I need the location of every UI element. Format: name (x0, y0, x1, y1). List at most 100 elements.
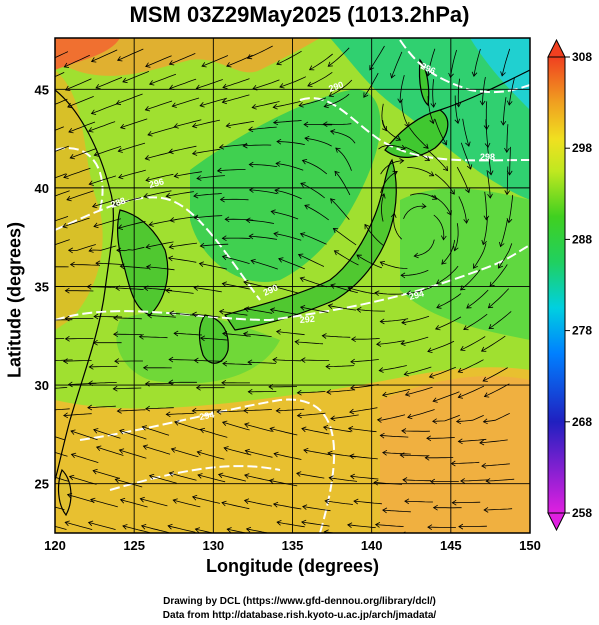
streamline-arrow (485, 478, 491, 484)
streamline-arrow (221, 254, 228, 261)
streamline (201, 55, 229, 67)
streamline (509, 146, 511, 175)
streamline (458, 385, 485, 398)
streamline (243, 409, 272, 412)
streamline (351, 338, 380, 340)
streamline-arrow (143, 193, 149, 199)
streamline-arrow (350, 384, 356, 391)
streamline-arrow (168, 60, 175, 66)
streamline-arrow (70, 429, 76, 435)
x-axis-label: Longitude (degrees) (205, 556, 379, 576)
streamline (429, 366, 456, 378)
streamline (329, 477, 358, 482)
streamline (63, 413, 92, 416)
streamline (335, 147, 352, 171)
streamline-arrow (64, 287, 70, 294)
streamline (55, 526, 67, 530)
streamline-arrow (140, 524, 147, 530)
streamline (196, 175, 225, 179)
streamline (378, 144, 406, 150)
streamline (463, 313, 488, 330)
streamline-arrow (301, 519, 307, 526)
streamline (68, 121, 96, 133)
x-tick-label: 145 (440, 538, 462, 553)
streamline (274, 453, 302, 460)
streamline (297, 391, 326, 394)
streamline-arrow (68, 128, 74, 134)
streamline-arrow (395, 135, 402, 141)
streamline-arrow (168, 310, 175, 317)
streamline-arrow (221, 281, 227, 287)
streamline-arrow (145, 243, 151, 250)
streamline-arrow (390, 212, 397, 218)
streamline (174, 171, 202, 177)
streamline (501, 48, 511, 76)
streamline-arrow (301, 159, 308, 165)
streamline-arrow (113, 315, 119, 321)
streamline (70, 430, 98, 441)
streamline (149, 73, 177, 85)
streamline (122, 71, 150, 83)
streamline (506, 124, 509, 153)
streamline-arrow (421, 203, 427, 209)
streamline (142, 426, 170, 436)
streamline-arrow (376, 417, 382, 423)
streamline-arrow (424, 156, 431, 162)
streamline-arrow (401, 428, 407, 434)
streamline-arrow (38, 134, 43, 139)
streamline-arrow (145, 176, 151, 183)
streamline (55, 126, 64, 131)
streamline-arrow (487, 303, 494, 309)
streamline-arrow (347, 522, 353, 529)
streamline (94, 146, 122, 156)
streamline-arrow (472, 263, 478, 269)
streamline (118, 221, 146, 229)
streamline-arrow (303, 447, 309, 454)
streamline-arrow (328, 475, 334, 482)
streamline (194, 360, 223, 362)
x-tick-label: 150 (519, 538, 541, 553)
streamline (330, 130, 356, 144)
streamline-arrow (374, 290, 380, 297)
streamline-arrow (323, 102, 329, 109)
streamline-arrow (299, 232, 306, 238)
streamline (139, 336, 168, 339)
streamline-arrow (248, 161, 254, 168)
streamline-arrow (483, 392, 490, 398)
streamline-arrow (334, 170, 340, 177)
streamline-arrow (43, 60, 48, 65)
streamline (482, 367, 508, 382)
streamline-arrow (442, 140, 448, 146)
streamline-arrow (322, 425, 329, 431)
streamline-arrow (269, 307, 276, 313)
streamline-arrow (170, 447, 177, 453)
streamline (276, 408, 305, 412)
streamline-arrow (400, 272, 406, 279)
streamline (380, 160, 404, 175)
streamline-arrow (330, 415, 336, 422)
streamline (273, 120, 302, 124)
streamline-arrow (93, 428, 99, 434)
streamline (404, 366, 432, 375)
hot-region-northwest (55, 38, 120, 70)
streamline-arrow (114, 358, 120, 364)
streamline-arrow (364, 223, 370, 230)
streamline (401, 315, 430, 324)
streamline (93, 429, 121, 439)
streamline-arrow (173, 123, 179, 129)
streamline-arrow (138, 333, 144, 340)
streamline-arrow (403, 370, 409, 377)
streamline (458, 359, 484, 373)
streamline (244, 308, 273, 314)
streamline-arrow (273, 451, 279, 458)
streamline-arrow (463, 325, 469, 331)
streamline (400, 454, 429, 457)
streamline-arrow (482, 376, 488, 382)
streamline-arrow (427, 524, 433, 531)
streamline-arrow (276, 60, 282, 66)
streamline-arrow (407, 413, 413, 420)
streamline (486, 170, 491, 199)
streamline (401, 534, 429, 535)
streamline (66, 190, 94, 201)
